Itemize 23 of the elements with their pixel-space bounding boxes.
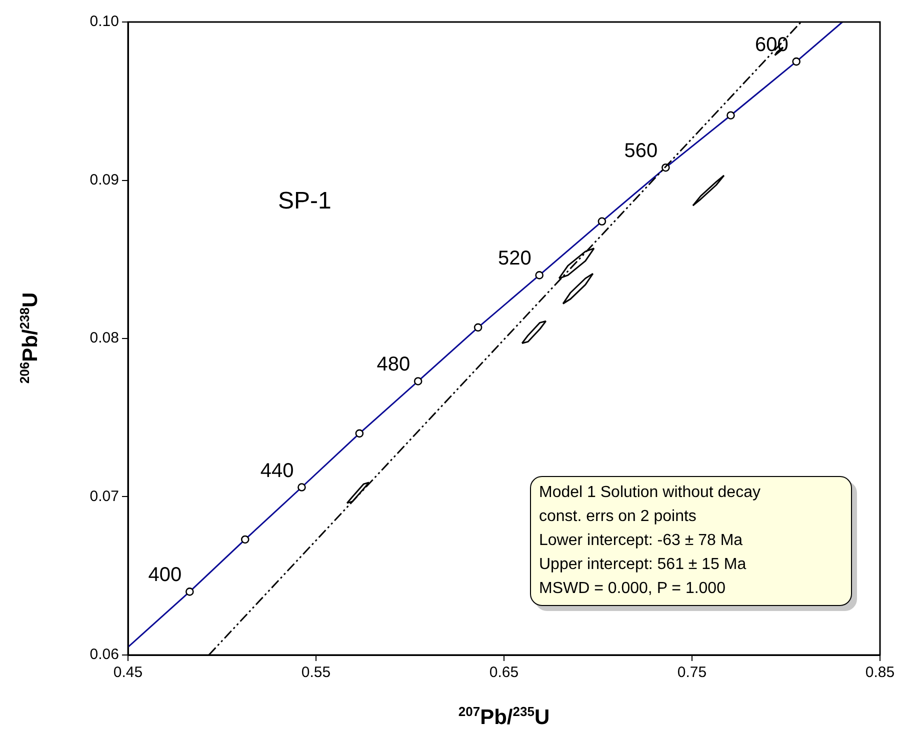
annotation: 560 bbox=[624, 140, 658, 162]
y-tick-label: 0.07 bbox=[90, 488, 119, 505]
annotation: Upper intercept: 561 ± 15 Ma bbox=[539, 555, 748, 575]
annotation: 400 bbox=[148, 564, 182, 586]
x-tick-label: 0.85 bbox=[865, 664, 895, 682]
annotation: 520 bbox=[498, 248, 532, 270]
x-tick-label: 0.45 bbox=[113, 664, 143, 682]
y-tick-label: 0.09 bbox=[90, 171, 119, 188]
annotation: 480 bbox=[376, 354, 410, 376]
annotation: 600 bbox=[754, 34, 788, 56]
annotation: Model 1 Solution without decay bbox=[539, 483, 762, 503]
x-axis-title: $^{207}$Pb/$^{235}$U bbox=[458, 704, 550, 730]
annotation: MSWD = 0.000, P = 1.000 bbox=[539, 579, 726, 599]
annotation: 440 bbox=[260, 460, 294, 482]
y-tick-label: 0.06 bbox=[90, 646, 119, 664]
x-tick-label: 0.65 bbox=[489, 664, 519, 682]
y-tick-label: 0.10 bbox=[90, 13, 119, 30]
x-tick-label: 0.75 bbox=[677, 664, 707, 682]
annotation: Lower intercept: -63 ± 78 Ma bbox=[539, 531, 744, 551]
annotation: SP-1 bbox=[278, 188, 332, 215]
annotation: const. errs on 2 points bbox=[539, 507, 698, 527]
y-tick-label: 0.08 bbox=[90, 330, 119, 347]
x-tick-label: 0.55 bbox=[301, 664, 331, 682]
